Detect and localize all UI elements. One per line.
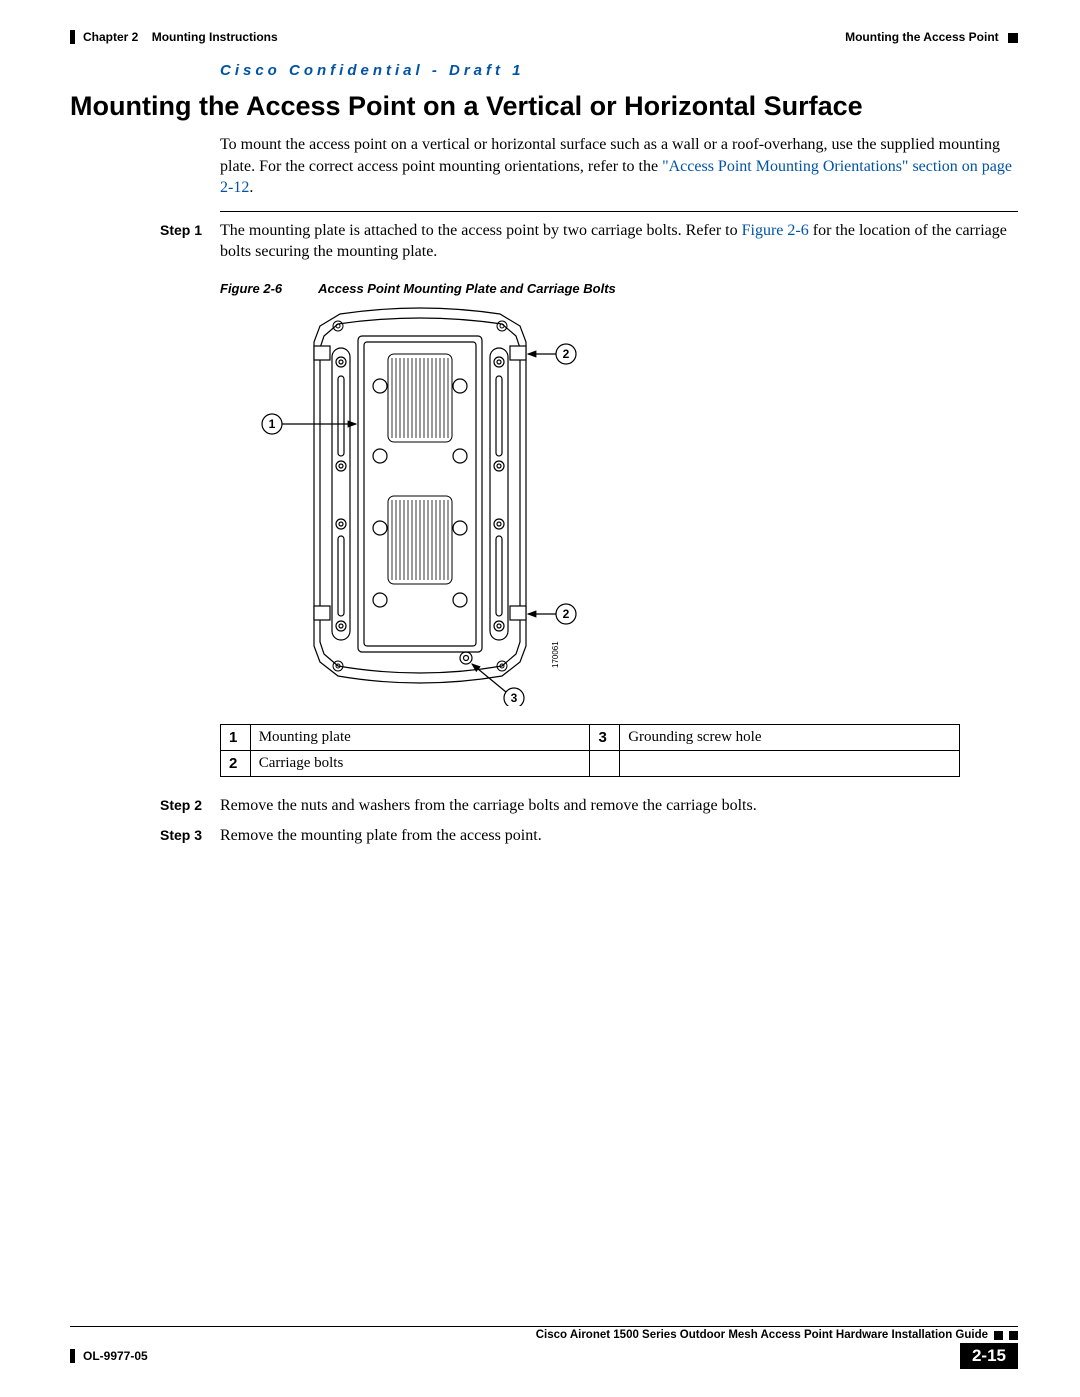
figure-legend-table: 1 Mounting plate 3 Grounding screw hole … [220, 724, 960, 777]
figure-diagram: 1 2 2 3 170061 [220, 306, 620, 706]
step-1-row: Step 1 The mounting plate is attached to… [70, 220, 1018, 263]
step-2-body: Remove the nuts and washers from the car… [220, 795, 1018, 817]
step-2-row: Step 2 Remove the nuts and washers from … [70, 795, 1018, 817]
chapter-title: Mounting Instructions [152, 30, 278, 44]
intro-post: . [249, 179, 253, 196]
legend-empty [590, 750, 620, 776]
legend-num: 3 [590, 724, 620, 750]
page-footer: Cisco Aironet 1500 Series Outdoor Mesh A… [70, 1326, 1018, 1369]
legend-text: Grounding screw hole [620, 724, 960, 750]
chapter-label: Chapter 2 [83, 30, 138, 44]
section-title: Mounting the Access Point [845, 30, 999, 44]
confidential-banner: Cisco Confidential - Draft 1 [220, 62, 1018, 79]
step-1-body: The mounting plate is attached to the ac… [220, 220, 1018, 263]
figure-title: Access Point Mounting Plate and Carriage… [318, 281, 616, 296]
figure-caption: Figure 2-6 Access Point Mounting Plate a… [220, 281, 1018, 296]
step-3-label: Step 3 [70, 825, 220, 847]
step-1-pre: The mounting plate is attached to the ac… [220, 222, 742, 239]
section-rule [220, 211, 1018, 212]
footer-marker-icon [1009, 1331, 1018, 1340]
page-number: 2-15 [960, 1343, 1018, 1369]
intro-paragraph: To mount the access point on a vertical … [220, 134, 1018, 199]
legend-num: 1 [221, 724, 251, 750]
legend-text: Mounting plate [250, 724, 590, 750]
callout-2b: 2 [563, 607, 570, 621]
table-row: 1 Mounting plate 3 Grounding screw hole [221, 724, 960, 750]
page-title: Mounting the Access Point on a Vertical … [70, 91, 1018, 122]
figure-image-id: 170061 [551, 641, 560, 668]
step-3-body: Remove the mounting plate from the acces… [220, 825, 1018, 847]
running-header: Chapter 2 Mounting Instructions Mounting… [70, 30, 1018, 44]
callout-1: 1 [269, 417, 276, 431]
header-left: Chapter 2 Mounting Instructions [70, 30, 278, 44]
legend-text: Carriage bolts [250, 750, 590, 776]
header-marker-icon [1008, 33, 1018, 43]
header-right: Mounting the Access Point [845, 30, 1018, 44]
step-3-row: Step 3 Remove the mounting plate from th… [70, 825, 1018, 847]
callout-2a: 2 [563, 347, 570, 361]
footer-doc-id: OL-9977-05 [70, 1349, 148, 1363]
callout-3: 3 [511, 691, 518, 705]
step-1-label: Step 1 [70, 220, 220, 263]
footer-guide-title: Cisco Aironet 1500 Series Outdoor Mesh A… [536, 1329, 988, 1341]
figure-number: Figure 2-6 [220, 281, 315, 296]
xref-link-figure[interactable]: Figure 2-6 [742, 222, 809, 239]
table-row: 2 Carriage bolts [221, 750, 960, 776]
footer-marker-icon [994, 1331, 1003, 1340]
legend-num: 2 [221, 750, 251, 776]
step-2-label: Step 2 [70, 795, 220, 817]
legend-empty [620, 750, 960, 776]
